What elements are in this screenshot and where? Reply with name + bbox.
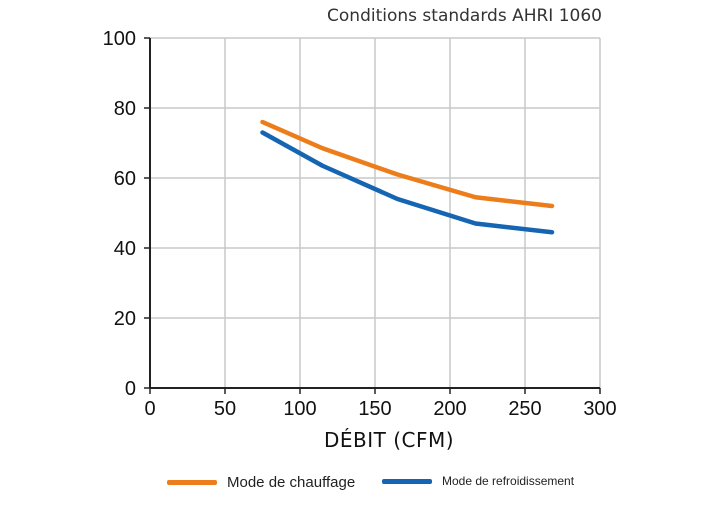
legend-label-heating: Mode de chauffage	[227, 474, 356, 491]
series-line-heating	[260, 119, 555, 209]
legend: Mode de chauffage Mode de refroidissemen…	[0, 474, 706, 500]
x-tick-label: 100	[283, 398, 316, 420]
chart-note: Conditions standards AHRI 1060	[327, 6, 602, 26]
y-tick-label: 80	[114, 98, 136, 120]
x-tick-label: 50	[214, 398, 236, 420]
x-tick-label: 150	[358, 398, 391, 420]
x-tick-label: 250	[508, 398, 541, 420]
x-tick-label: 0	[144, 398, 155, 420]
legend-swatch-cooling	[382, 478, 432, 484]
grid	[150, 37, 601, 388]
y-tick-label: 20	[114, 308, 136, 330]
legend-label-cooling: Mode de refroidissement	[442, 474, 575, 488]
y-tick-label: 0	[125, 378, 136, 400]
axes	[144, 37, 601, 394]
legend-item-cooling: Mode de refroidissement	[382, 474, 574, 488]
y-tick-label: 60	[114, 168, 136, 190]
x-axis-label: DÉBIT (CFM)	[323, 428, 455, 452]
legend-item-heating: Mode de chauffage	[167, 474, 355, 491]
series-line-cooling	[260, 130, 555, 235]
x-tick-label: 200	[433, 398, 466, 420]
y-tick-label: 100	[103, 28, 136, 50]
series-lines	[260, 119, 555, 235]
x-tick-label: 300	[583, 398, 616, 420]
legend-swatch-heating	[167, 480, 217, 485]
y-tick-label: 40	[114, 238, 136, 260]
tick-labels: 0 50 100 150 200 250 300 0 20 40 60 80 100	[103, 28, 617, 420]
